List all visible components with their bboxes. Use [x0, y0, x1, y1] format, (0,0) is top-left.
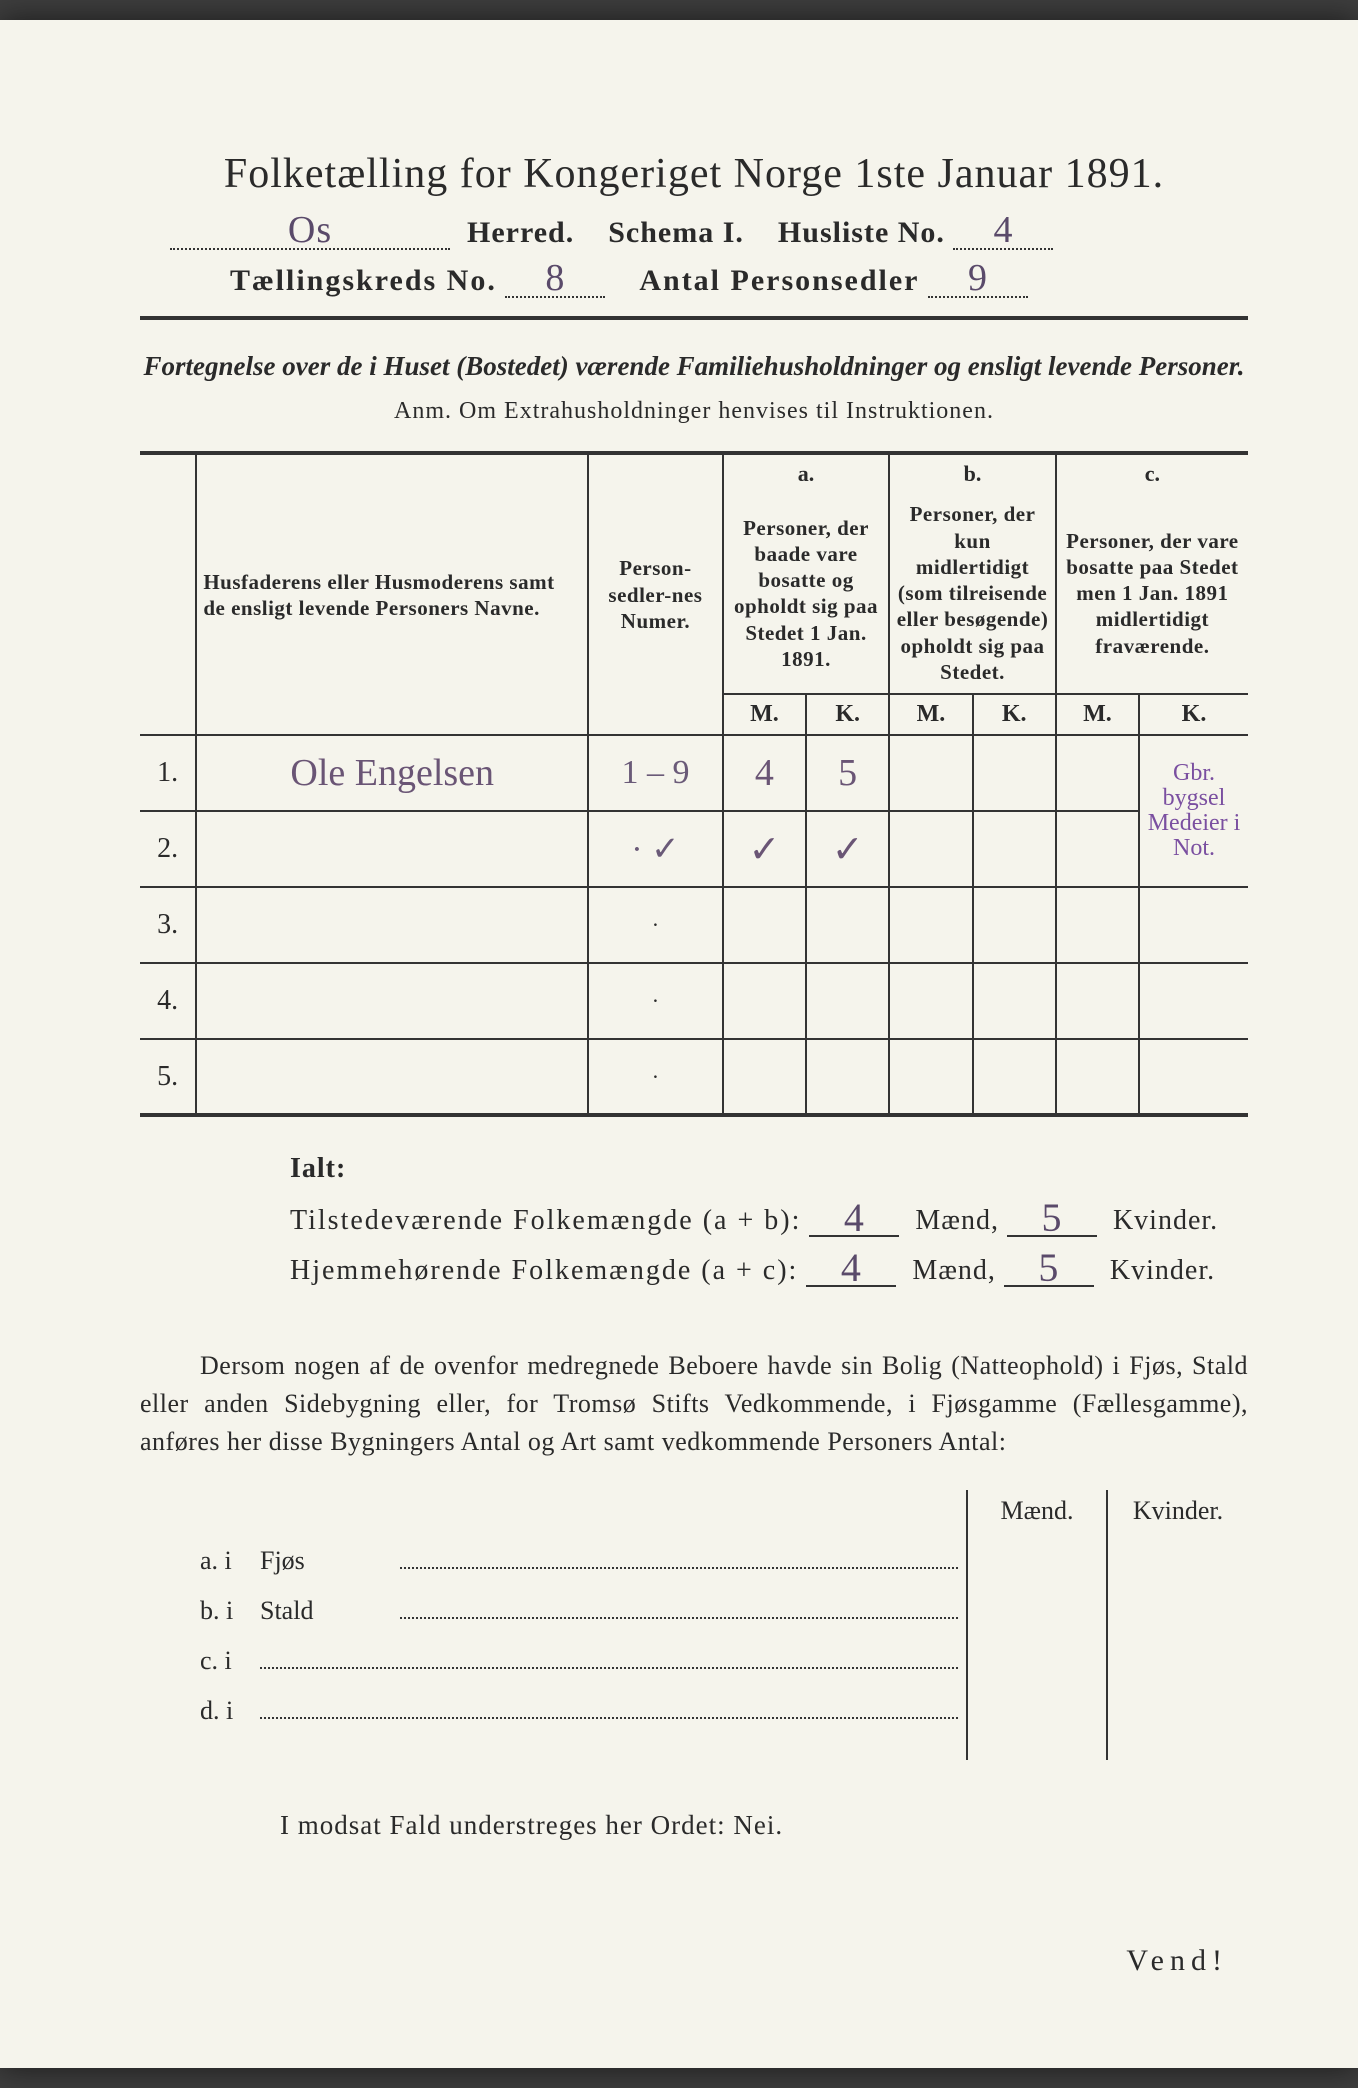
- name-value: Ole Engelsen: [290, 752, 494, 794]
- rule-1: [140, 316, 1248, 320]
- col-b-header: Personer, der kun midlertidigt (som tilr…: [889, 493, 1056, 694]
- total-ac-m: 4: [806, 1253, 896, 1287]
- header-line-2: Tællingskreds No. 8 Antal Personsedler 9: [140, 264, 1248, 298]
- kreds-field: 8: [505, 268, 605, 298]
- page-title: Folketælling for Kongeriget Norge 1ste J…: [140, 150, 1248, 198]
- antal-field: 9: [928, 268, 1028, 298]
- col-b-k: K.: [973, 694, 1056, 735]
- mk-col-maend: Mænd.: [968, 1490, 1108, 1760]
- table-row: 2. · ✓ ✓ ✓: [140, 811, 1248, 887]
- total-ac-k: 5: [1004, 1253, 1094, 1287]
- census-form-page: Folketælling for Kongeriget Norge 1ste J…: [0, 20, 1358, 2068]
- census-table: Husfaderens eller Husmoderens samt de en…: [140, 451, 1248, 1117]
- mk-col-kvinder: Kvinder.: [1108, 1490, 1248, 1760]
- col-a-header: Personer, der baade vare bosatte og opho…: [723, 493, 890, 694]
- col-b-label: b.: [889, 453, 1056, 493]
- schema-label: Schema I.: [608, 216, 744, 249]
- totals-line-2: Hjemmehørende Folkemængde (a + c): 4 Mæn…: [290, 1253, 1248, 1287]
- col-c-label: c.: [1056, 453, 1248, 493]
- husliste-label: Husliste No.: [778, 216, 945, 249]
- col-c-m: M.: [1056, 694, 1139, 735]
- buildings-block: a. i Fjøs b. i Stald c. i d. i Mænd. Kvi…: [140, 1490, 1248, 1760]
- col-num-header: Person-sedler-nes Numer.: [588, 453, 723, 735]
- husliste-field: 4: [953, 220, 1053, 250]
- totals-line-1: Tilstedeværende Folkemængde (a + b): 4 M…: [290, 1203, 1248, 1237]
- herred-field: Os: [170, 220, 450, 250]
- total-ab-k: 5: [1007, 1203, 1097, 1237]
- subtitle: Fortegnelse over de i Huset (Bostedet) v…: [140, 348, 1248, 384]
- herred-label: Herred.: [467, 216, 574, 249]
- header-line-1: Os Herred. Schema I. Husliste No. 4: [140, 216, 1248, 250]
- table-row: 3. ·: [140, 887, 1248, 963]
- buildings-paragraph: Dersom nogen af de ovenfor medregnede Be…: [140, 1347, 1248, 1460]
- table-row: 4. ·: [140, 963, 1248, 1039]
- col-c-header: Personer, der vare bosatte paa Stedet me…: [1056, 493, 1248, 694]
- table-row: 5. ·: [140, 1039, 1248, 1115]
- col-a-m: M.: [723, 694, 806, 735]
- total-ab-m: 4: [809, 1203, 899, 1237]
- anm-note: Anm. Om Extrahusholdninger henvises til …: [140, 398, 1248, 425]
- table-row: 1. Ole Engelsen 1 – 9 4 5 Gbr. bygsel Me…: [140, 735, 1248, 811]
- col-c-k: K.: [1139, 694, 1248, 735]
- col-a-label: a.: [723, 453, 890, 493]
- margin-note: Gbr. bygsel Medeier i Not.: [1139, 735, 1248, 887]
- building-row: d. i: [140, 1686, 966, 1736]
- nei-line: I modsat Fald understreges her Ordet: Ne…: [140, 1810, 1248, 1841]
- building-row: a. i Fjøs: [140, 1536, 966, 1586]
- building-row: c. i: [140, 1636, 966, 1686]
- col-rownum: [140, 453, 196, 735]
- census-table-body: 1. Ole Engelsen 1 – 9 4 5 Gbr. bygsel Me…: [140, 735, 1248, 1115]
- antal-label: Antal Personsedler: [639, 264, 919, 297]
- col-a-k: K.: [806, 694, 889, 735]
- building-row: b. i Stald: [140, 1586, 966, 1636]
- kreds-label: Tællingskreds No.: [230, 264, 497, 297]
- mk-box: Mænd. Kvinder.: [966, 1490, 1248, 1760]
- totals-block: Ialt: Tilstedeværende Folkemængde (a + b…: [140, 1153, 1248, 1287]
- ialt-label: Ialt:: [290, 1153, 1248, 1185]
- col-b-m: M.: [889, 694, 972, 735]
- vend-label: Vend!: [1126, 1944, 1228, 1978]
- col-name-header: Husfaderens eller Husmoderens samt de en…: [196, 453, 588, 735]
